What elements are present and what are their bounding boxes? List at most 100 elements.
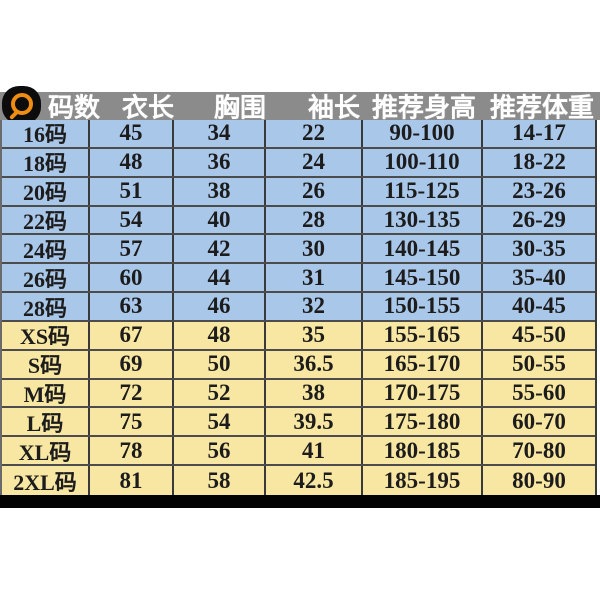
length-cell: 69 — [90, 350, 174, 378]
size-cell: 2XL码 — [2, 466, 90, 495]
size-cell: 18码 — [2, 148, 90, 176]
chest-cell: 44 — [174, 264, 266, 292]
height-cell: 140-145 — [363, 235, 483, 263]
weight-cell: 23-26 — [512, 178, 566, 204]
chest-cell: 56 — [174, 437, 266, 465]
weight-cell: 45-50 — [512, 322, 566, 348]
length-cell: 75 — [90, 408, 174, 436]
size-cell: 20码 — [2, 177, 90, 205]
length-cell: 45 — [90, 120, 174, 147]
length-cell: 81 — [90, 466, 174, 495]
col-header-length: 衣长 — [122, 93, 175, 123]
length-cell: 72 — [90, 379, 174, 407]
table-row: 20码 51 38 26 115-125 23-26 — [2, 177, 595, 207]
weight-cell: 14-17 — [512, 120, 566, 146]
sleeve-cell: 22 — [266, 120, 363, 147]
table-row: XS码 67 48 35 155-165 45-50 — [2, 321, 595, 351]
table-row: M码 72 52 38 170-175 55-60 — [2, 379, 595, 409]
chest-cell: 34 — [174, 120, 266, 147]
height-cell: 150-155 — [363, 293, 483, 320]
sleeve-cell: 28 — [266, 206, 363, 234]
col-header-height: 推荐身高 — [372, 93, 477, 123]
chest-cell: 48 — [174, 321, 266, 349]
table-body: 16码 45 34 22 90-100 14-17 18码 48 36 24 1… — [0, 120, 597, 495]
length-cell: 54 — [90, 206, 174, 234]
height-cell: 90-100 — [363, 120, 483, 147]
size-cell: XL码 — [2, 437, 90, 465]
weight-cell: 80-90 — [512, 467, 566, 493]
weight-cell: 18-22 — [512, 149, 566, 175]
weight-cell: 60-70 — [512, 408, 566, 434]
chest-cell: 46 — [174, 293, 266, 320]
sleeve-cell: 42.5 — [266, 466, 363, 495]
chest-cell: 40 — [174, 206, 266, 234]
sleeve-cell: 39.5 — [266, 408, 363, 436]
size-cell: 24码 — [2, 235, 90, 263]
magnifier-ring — [11, 93, 33, 115]
sleeve-cell: 41 — [266, 437, 363, 465]
weight-cell: 30-35 — [512, 235, 566, 261]
col-header-size: 码数 — [48, 93, 101, 123]
chest-cell: 54 — [174, 408, 266, 436]
size-cell: 26码 — [2, 264, 90, 292]
table-row: 24码 57 42 30 140-145 30-35 — [2, 235, 595, 265]
magnifier-icon — [2, 86, 41, 124]
table-row: L码 75 54 39.5 175-180 60-70 — [2, 408, 595, 438]
height-cell: 165-170 — [363, 350, 483, 378]
footer-bar — [0, 495, 600, 508]
table-row: S码 69 50 36.5 165-170 50-55 — [2, 350, 595, 380]
weight-cell: 50-55 — [512, 351, 566, 377]
table-row: 28码 63 46 32 150-155 40-45 — [2, 293, 595, 322]
weight-cell: 70-80 — [512, 437, 566, 463]
height-cell: 115-125 — [363, 177, 483, 205]
height-cell: 180-185 — [363, 437, 483, 465]
sleeve-cell: 32 — [266, 293, 363, 320]
weight-cell: 55-60 — [512, 380, 566, 406]
table-row: 18码 48 36 24 100-110 18-22 — [2, 148, 595, 178]
col-header-weight: 推荐体重 — [490, 93, 595, 123]
weight-cell: 40-45 — [512, 293, 566, 319]
height-cell: 155-165 — [363, 321, 483, 349]
sleeve-cell: 36.5 — [266, 350, 363, 378]
size-cell: S码 — [2, 350, 90, 378]
length-cell: 60 — [90, 264, 174, 292]
chest-cell: 38 — [174, 177, 266, 205]
height-cell: 185-195 — [363, 466, 483, 495]
sleeve-cell: 24 — [266, 148, 363, 176]
chest-cell: 42 — [174, 235, 266, 263]
table-row: XL码 78 56 41 180-185 70-80 — [2, 437, 595, 467]
sleeve-cell: 26 — [266, 177, 363, 205]
length-cell: 63 — [90, 293, 174, 320]
sleeve-cell: 38 — [266, 379, 363, 407]
length-cell: 67 — [90, 321, 174, 349]
col-header-sleeve: 袖长 — [308, 93, 361, 123]
table-header: 码数 衣长 胸围 袖长 推荐身高 推荐体重 — [0, 86, 600, 124]
length-cell: 48 — [90, 148, 174, 176]
chest-cell: 58 — [174, 466, 266, 495]
table-row: 16码 45 34 22 90-100 14-17 — [2, 120, 595, 149]
height-cell: 175-180 — [363, 408, 483, 436]
height-cell: 170-175 — [363, 379, 483, 407]
col-header-chest: 胸围 — [214, 93, 267, 123]
sleeve-cell: 30 — [266, 235, 363, 263]
size-cell: XS码 — [2, 321, 90, 349]
weight-cell: 35-40 — [512, 264, 566, 290]
magnifier-handle — [9, 110, 19, 120]
weight-cell: 26-29 — [512, 206, 566, 232]
size-cell: M码 — [2, 379, 90, 407]
height-cell: 100-110 — [363, 148, 483, 176]
sleeve-cell: 31 — [266, 264, 363, 292]
height-cell: 145-150 — [363, 264, 483, 292]
length-cell: 51 — [90, 177, 174, 205]
size-cell: 16码 — [2, 120, 90, 147]
sleeve-cell: 35 — [266, 321, 363, 349]
size-cell: L码 — [2, 408, 90, 436]
length-cell: 57 — [90, 235, 174, 263]
length-cell: 78 — [90, 437, 174, 465]
height-cell: 130-135 — [363, 206, 483, 234]
chest-cell: 50 — [174, 350, 266, 378]
table-row: 26码 60 44 31 145-150 35-40 — [2, 264, 595, 294]
size-cell: 28码 — [2, 293, 90, 321]
size-cell: 22码 — [2, 206, 90, 234]
